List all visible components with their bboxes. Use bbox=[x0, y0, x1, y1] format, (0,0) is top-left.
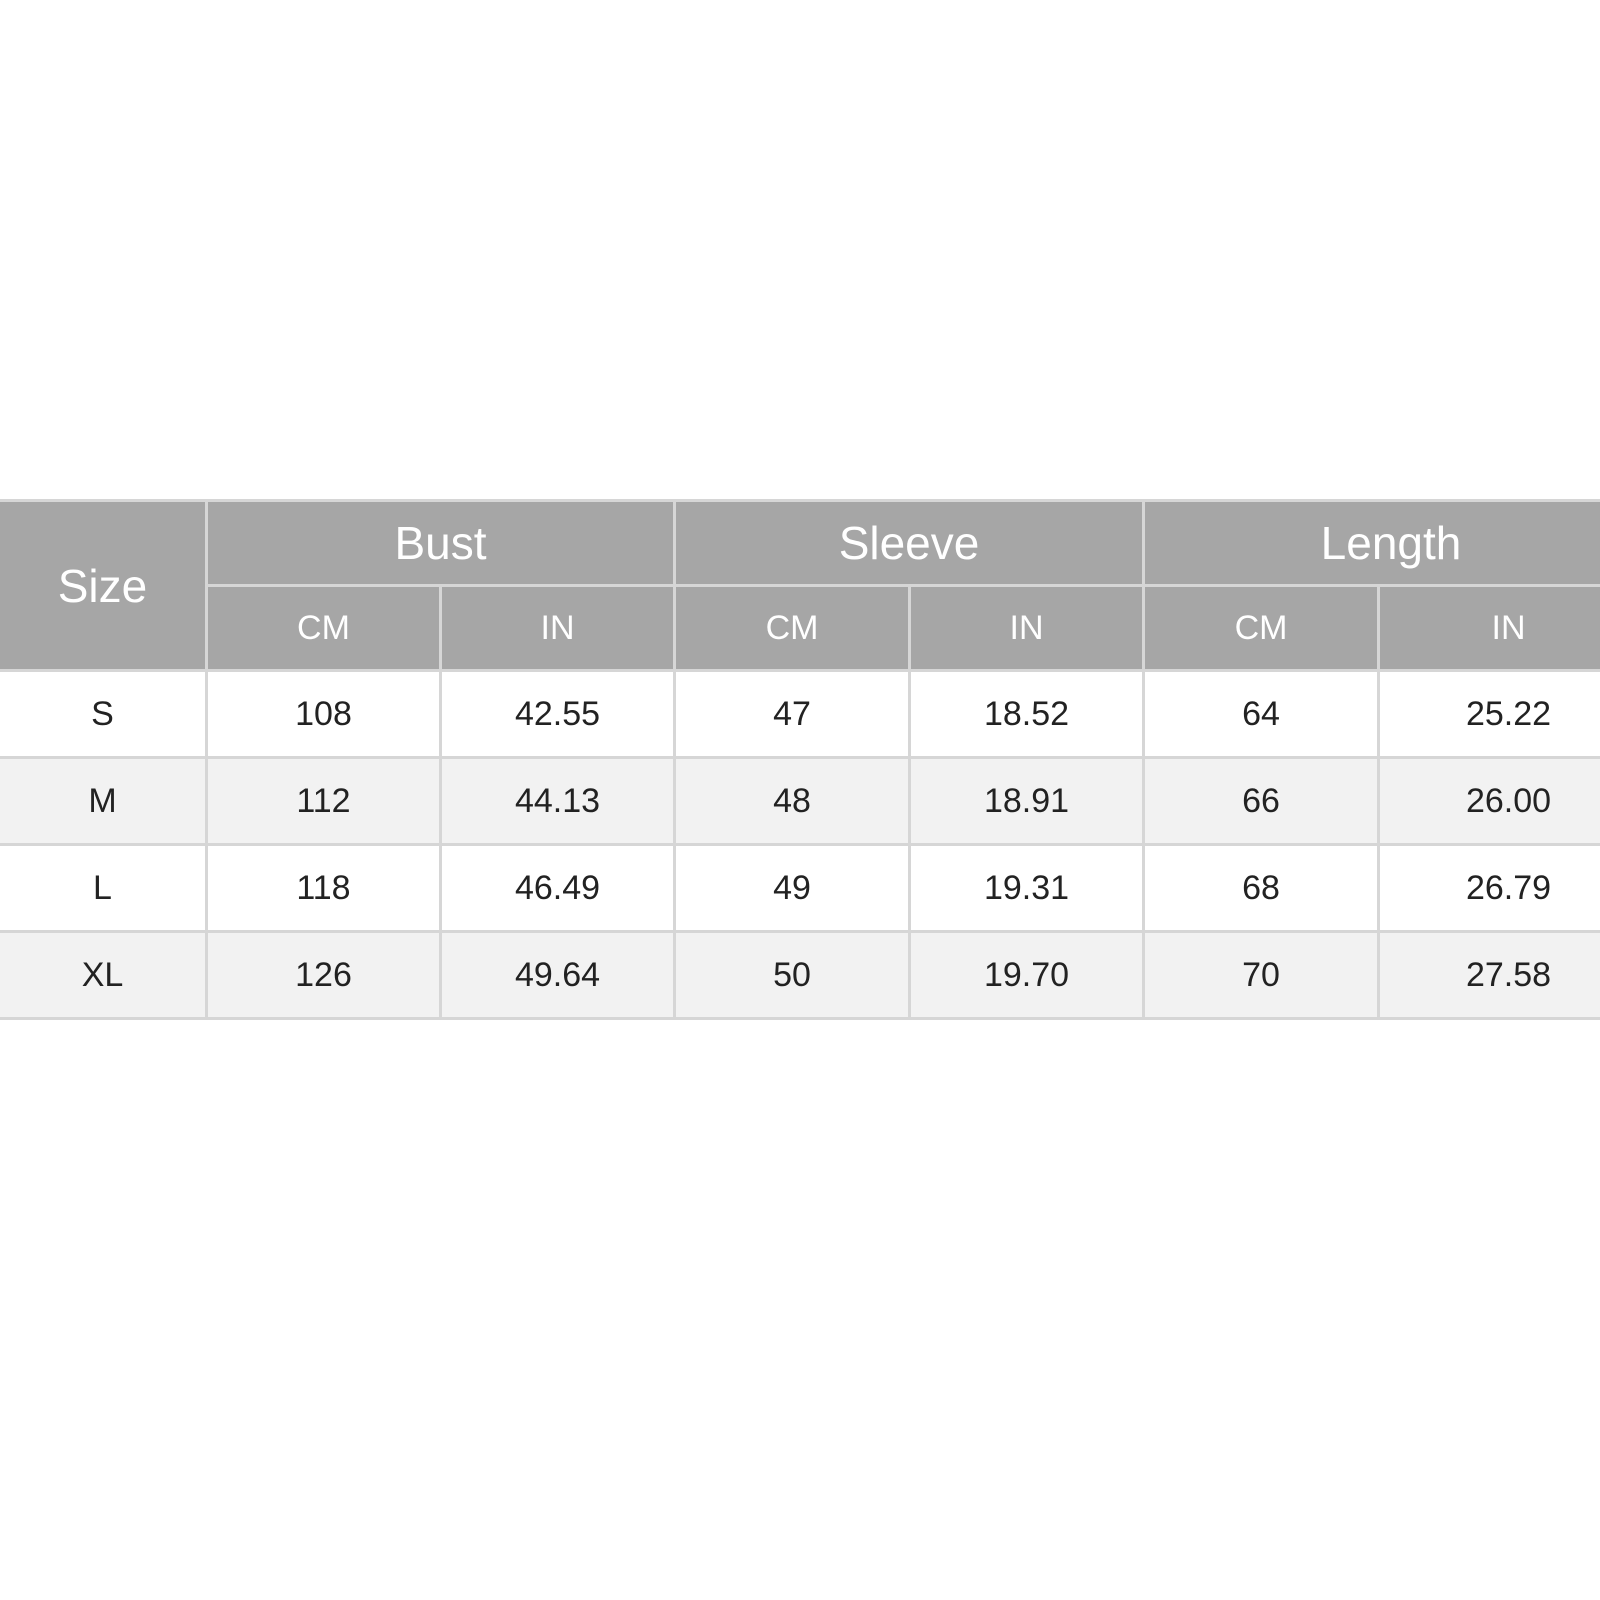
size-cell: XL bbox=[0, 930, 208, 1020]
table-row: L 118 46.49 49 19.31 68 26.79 bbox=[0, 843, 1600, 933]
value-cell: 126 bbox=[205, 930, 442, 1020]
value-cell: 19.31 bbox=[908, 843, 1146, 933]
value-cell: 64 bbox=[1142, 669, 1381, 759]
value-cell: 108 bbox=[205, 669, 442, 759]
size-cell: L bbox=[0, 843, 208, 933]
value-cell: 18.91 bbox=[908, 756, 1146, 846]
value-cell: 50 bbox=[673, 930, 912, 1020]
value-cell: 70 bbox=[1142, 930, 1381, 1020]
value-cell: 44.13 bbox=[438, 756, 677, 846]
value-cell: 27.58 bbox=[1377, 930, 1600, 1020]
value-cell: 19.70 bbox=[908, 930, 1146, 1020]
unit-header: IN bbox=[908, 584, 1146, 672]
value-cell: 68 bbox=[1142, 843, 1381, 933]
value-cell: 18.52 bbox=[908, 669, 1146, 759]
value-cell: 26.79 bbox=[1377, 843, 1600, 933]
value-cell: 112 bbox=[205, 756, 442, 846]
value-cell: 47 bbox=[673, 669, 912, 759]
value-cell: 25.22 bbox=[1377, 669, 1600, 759]
size-cell: S bbox=[0, 669, 208, 759]
size-header: Size bbox=[0, 499, 208, 672]
table-row: S 108 42.55 47 18.52 64 25.22 bbox=[0, 669, 1600, 759]
bust-header: Bust bbox=[204, 499, 677, 587]
unit-header: CM bbox=[205, 584, 442, 672]
table-row: M 112 44.13 48 18.91 66 26.00 bbox=[0, 756, 1600, 846]
unit-header: CM bbox=[673, 584, 912, 672]
sleeve-header: Sleeve bbox=[673, 499, 1146, 587]
size-cell: M bbox=[0, 756, 208, 846]
header-row-groups: Size Bust Sleeve Length bbox=[0, 499, 1600, 672]
value-cell: 49.64 bbox=[438, 930, 677, 1020]
value-cell: 49 bbox=[673, 843, 912, 933]
value-cell: 26.00 bbox=[1377, 756, 1600, 846]
header-row-units: CM IN CM IN CM IN bbox=[0, 584, 1600, 672]
value-cell: 48 bbox=[673, 756, 912, 846]
unit-header: IN bbox=[438, 584, 677, 672]
value-cell: 66 bbox=[1142, 756, 1381, 846]
unit-header: CM bbox=[1142, 584, 1381, 672]
table-row: XL 126 49.64 50 19.70 70 27.58 bbox=[0, 930, 1600, 1020]
unit-header: IN bbox=[1377, 584, 1600, 672]
value-cell: 46.49 bbox=[438, 843, 677, 933]
size-chart-table: Size Bust Sleeve Length CM IN CM IN CM I… bbox=[0, 499, 1600, 1020]
length-header: Length bbox=[1142, 499, 1600, 587]
value-cell: 118 bbox=[205, 843, 442, 933]
value-cell: 42.55 bbox=[438, 669, 677, 759]
